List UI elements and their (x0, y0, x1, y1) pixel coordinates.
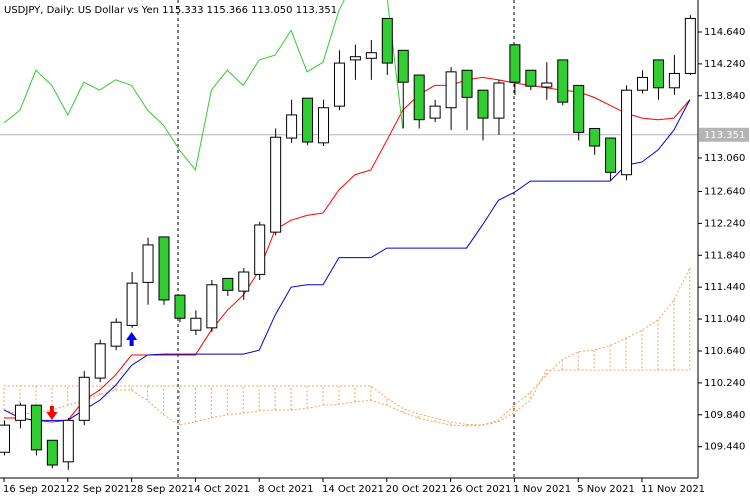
candle-body (477, 89, 489, 119)
y-tick-label: 109.840 (704, 410, 745, 421)
x-tick-label: 22 Sep 2021 (67, 484, 130, 495)
candle-body (318, 107, 329, 144)
x-tick-label: 1 Nov 2021 (513, 484, 571, 495)
candle-body (684, 17, 696, 74)
candle-body (381, 17, 393, 64)
x-tick-label: 16 Sep 2021 (3, 484, 66, 495)
x-tick-label: 5 Nov 2021 (577, 484, 635, 495)
cloud-span (3, 267, 691, 427)
candle-body (0, 424, 10, 453)
candle-body (605, 137, 617, 173)
y-tick-label: 114.240 (704, 59, 745, 70)
candle-body (174, 294, 186, 319)
candle-body (142, 244, 154, 283)
candle-body (190, 317, 202, 331)
candle-body (573, 84, 585, 133)
candle-body (126, 282, 138, 326)
candle-body (78, 376, 90, 421)
chart-title: USDJPY, Daily: US Dollar vs Yen 115.333 … (4, 5, 337, 16)
buy-arrow (126, 332, 138, 346)
candle-body (413, 74, 425, 121)
candle-body (238, 271, 250, 292)
candle-body (621, 89, 633, 176)
y-tick-label: 112.640 (704, 186, 745, 197)
candle-body (30, 404, 42, 451)
candle-body (509, 44, 521, 83)
candle-body (637, 76, 648, 91)
candle-body (206, 284, 218, 329)
candle-body (541, 82, 553, 88)
y-tick-label: 111.040 (704, 314, 745, 325)
candle-body (429, 105, 441, 119)
indicator-line (3, 0, 404, 172)
candle-body (110, 321, 122, 347)
plot-area (0, 0, 698, 470)
y-tick-label: 110.640 (704, 346, 745, 357)
y-tick-label: 114.640 (704, 27, 745, 38)
candle-body (270, 136, 282, 233)
x-tick-label: 20 Oct 2021 (386, 484, 448, 495)
y-tick-label: 112.240 (704, 218, 745, 229)
candle-body (557, 59, 569, 103)
indicator-line (3, 99, 691, 421)
candle-body (302, 97, 314, 143)
y-tick-label: 113.060 (704, 153, 745, 164)
candle-body (365, 52, 377, 59)
x-tick-label: 11 Nov 2021 (641, 484, 705, 495)
sell-arrow (46, 406, 58, 420)
candle-body (222, 277, 234, 291)
candle-body (254, 224, 266, 275)
y-tick-label: 110.240 (704, 378, 745, 389)
y-tick-label: 111.440 (704, 282, 745, 293)
candle-body (94, 343, 106, 379)
x-tick-label: 26 Oct 2021 (450, 484, 512, 495)
candle-body (286, 114, 298, 139)
candle-body (14, 404, 26, 421)
candle-body (397, 49, 409, 83)
candle-body (652, 59, 664, 89)
current-price-box (699, 127, 749, 142)
y-tick-label: 109.440 (704, 442, 745, 453)
candle-body (46, 439, 58, 466)
x-tick-label: 8 Oct 2021 (258, 484, 313, 495)
candle-body (333, 62, 345, 107)
candle-body (668, 72, 680, 89)
cloud-span (4, 369, 690, 426)
candle-body (445, 71, 457, 109)
candle-body (589, 127, 601, 147)
x-tick-label: 28 Sep 2021 (131, 484, 194, 495)
x-tick-label: 4 Oct 2021 (194, 484, 249, 495)
y-tick-label: 111.840 (704, 250, 745, 261)
candle-body (493, 82, 505, 119)
candle-body (349, 56, 361, 61)
x-tick-label: 14 Oct 2021 (322, 484, 384, 495)
candle-body (158, 236, 170, 301)
current-price-label: 113.351 (704, 130, 745, 141)
candle-body (62, 419, 74, 463)
candle-body (525, 69, 537, 87)
y-tick-label: 113.840 (704, 91, 745, 102)
candle-body (461, 69, 473, 98)
